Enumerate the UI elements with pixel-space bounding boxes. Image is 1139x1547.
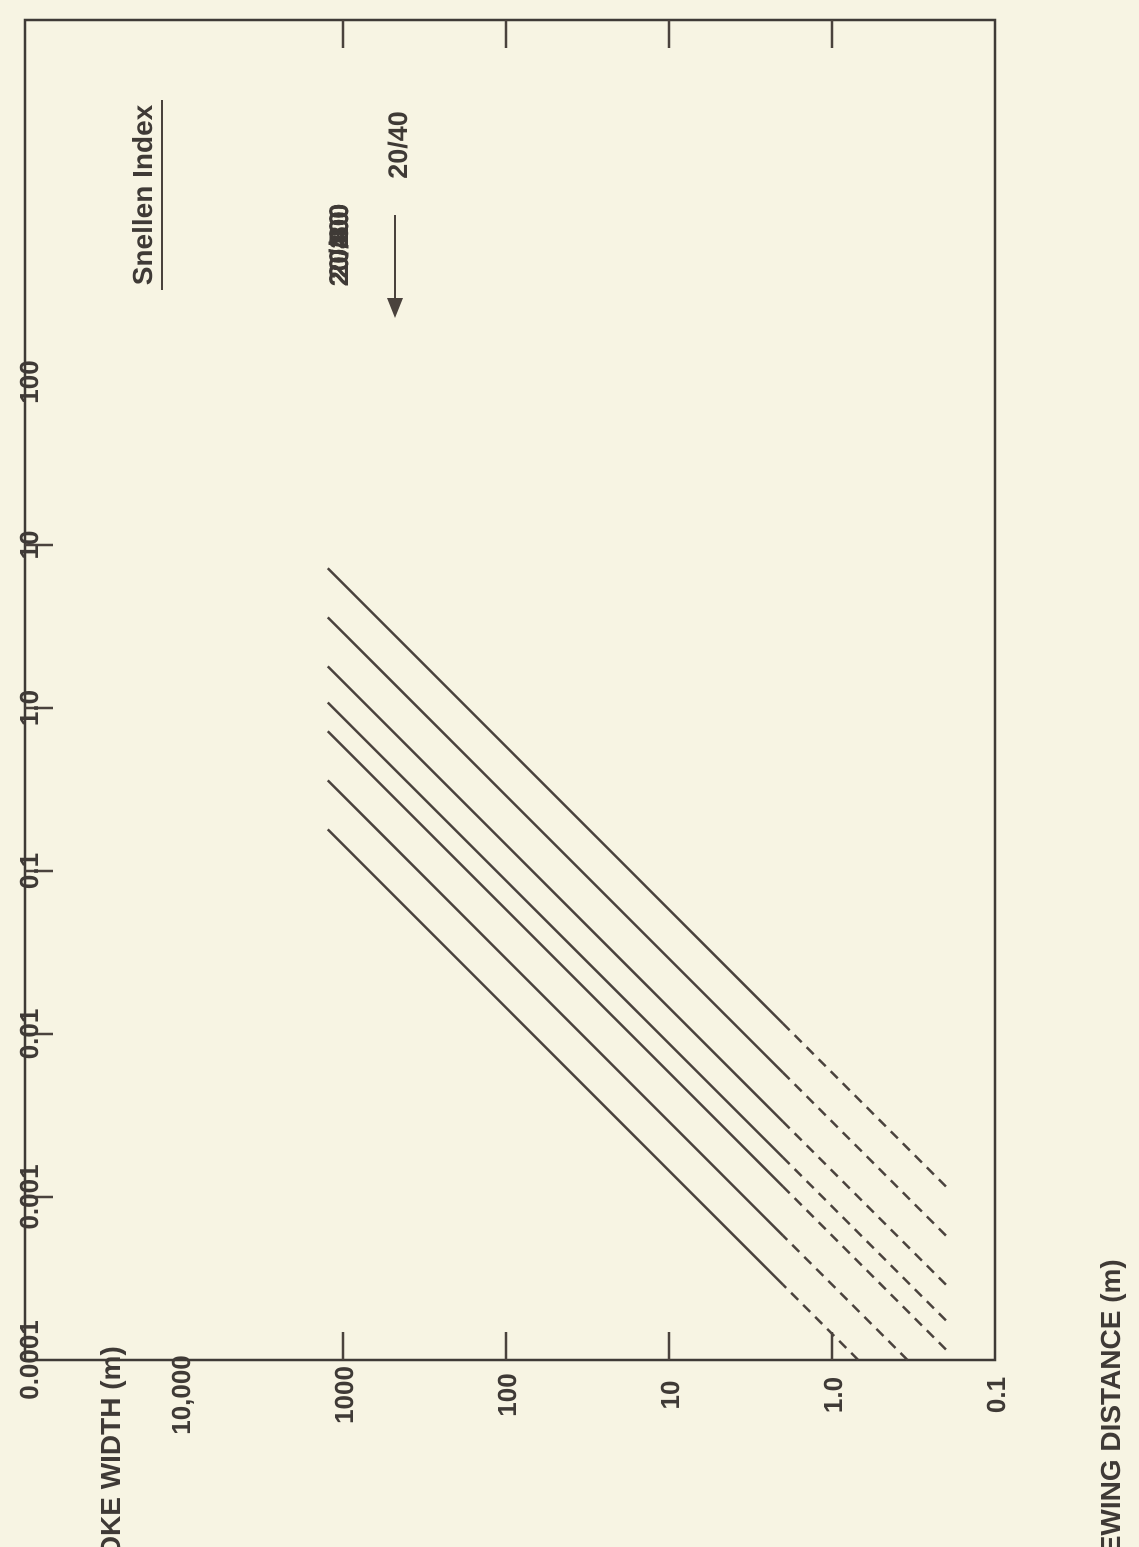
series-lines bbox=[326, 567, 947, 1361]
series-line-dashed bbox=[782, 1120, 947, 1286]
y-tick-label: 10 bbox=[655, 1381, 685, 1410]
series-line-dashed bbox=[782, 1156, 947, 1322]
series-label: 20/10 bbox=[324, 211, 354, 279]
y-tick-label: 10,000 bbox=[166, 1355, 196, 1435]
series-line-dashed bbox=[782, 1185, 947, 1351]
series-label: 20/400 bbox=[324, 204, 354, 287]
plot-frame bbox=[23, 18, 997, 1362]
series-label: 20/60 bbox=[324, 211, 354, 279]
x-tick-label: 10 bbox=[14, 531, 44, 560]
x-tick-label: 0.0001 bbox=[14, 1320, 44, 1400]
y-tick-label: 1.0 bbox=[818, 1377, 848, 1413]
series-label: 20/40 bbox=[383, 111, 413, 179]
labels: 0.0001 0.001 0.01 0.1 1.0 10 100 0.1 1.0 10 100 100… bbox=[14, 100, 1126, 1547]
series-line bbox=[326, 828, 784, 1286]
y-axis-title: STROKE WIDTH (m) bbox=[95, 1346, 126, 1547]
y-tick-label: 1000 bbox=[329, 1366, 359, 1424]
series-label: 20/100 bbox=[324, 204, 354, 287]
series-line bbox=[326, 616, 784, 1074]
x-tick-label: 0.01 bbox=[14, 1009, 44, 1060]
x-tick-label: 1.0 bbox=[14, 690, 44, 726]
series-label: 20/20 bbox=[324, 211, 354, 279]
series-line bbox=[326, 730, 784, 1188]
x-tick-label: 0.1 bbox=[14, 853, 44, 889]
legend-title: Snellen Index bbox=[127, 104, 158, 285]
series-line bbox=[326, 665, 784, 1123]
series-line-dashed bbox=[782, 1283, 860, 1361]
axis-ticks bbox=[25, 20, 834, 1360]
series-line-dashed bbox=[782, 1071, 947, 1237]
series-line bbox=[326, 567, 784, 1025]
x-tick-label: 0.001 bbox=[14, 1164, 44, 1229]
series-line-dashed bbox=[782, 1022, 947, 1188]
x-axis-title: VIEWING DISTANCE (m) bbox=[1095, 1259, 1126, 1547]
series-line bbox=[326, 779, 784, 1237]
y-tick-label: 0.1 bbox=[981, 1377, 1011, 1413]
series-label-arrowhead bbox=[387, 298, 403, 318]
y-tick-label: 100 bbox=[492, 1373, 522, 1416]
x-tick-label: 100 bbox=[14, 360, 44, 403]
series-line bbox=[326, 701, 784, 1159]
series-line-dashed bbox=[782, 1234, 909, 1361]
series-label: 20/200 bbox=[324, 204, 354, 287]
